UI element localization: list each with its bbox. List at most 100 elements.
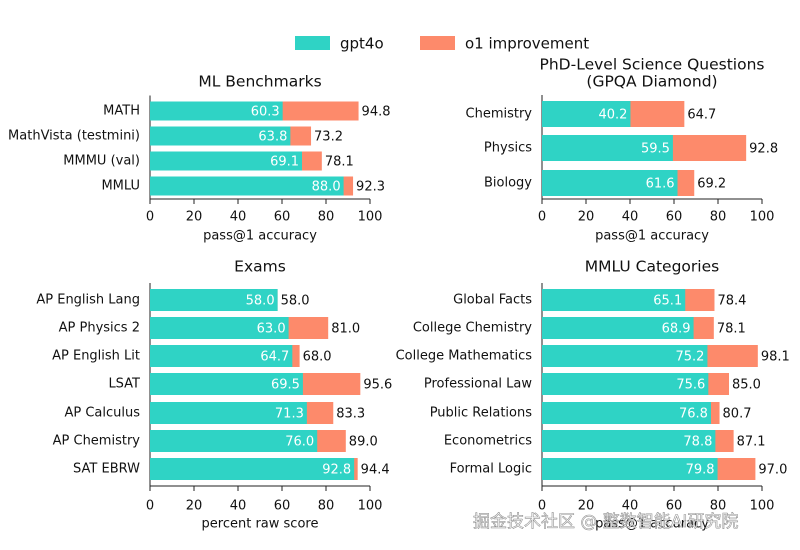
bar [542,402,711,424]
data-label: 94.4 [361,463,390,478]
data-label: 92.8 [322,463,351,478]
data-label: 64.7 [687,108,716,123]
y-tick-label: College Chemistry [413,321,532,336]
x-axis-label: pass@1 accuracy [595,517,709,532]
bar [542,101,631,127]
data-label: 89.0 [349,435,378,450]
x-tick-label: 20 [186,499,203,514]
bar [150,176,344,196]
bar [150,373,303,395]
x-tick-label: 80 [318,499,335,514]
data-label: 80.7 [723,407,752,422]
bar [150,126,291,146]
data-label: 78.8 [683,435,712,450]
data-label: 92.3 [356,180,385,195]
x-tick-label: 80 [710,210,727,225]
x-axis-label: pass@1 accuracy [595,229,709,244]
x-tick-label: 0 [538,499,546,514]
bar [542,289,686,311]
y-tick-label: Econometrics [444,434,532,449]
bar [542,170,678,196]
legend-swatch [295,36,330,50]
data-label: 76.8 [679,407,708,422]
x-tick-label: 0 [146,499,154,514]
data-label: 73.2 [314,130,343,145]
y-tick-label: MathVista (testmini) [8,129,140,144]
data-label: 40.2 [598,108,627,123]
data-label: 58.0 [246,294,275,309]
y-tick-label: MMMU (val) [63,154,140,169]
bar [150,345,293,367]
data-label: 76.0 [285,435,314,450]
y-tick-label: MMLU [101,179,140,194]
data-label: 81.0 [331,322,360,337]
bar [150,101,283,121]
y-tick-label: AP English Lit [52,349,140,364]
data-label: 65.1 [653,294,682,309]
x-tick-label: 60 [666,499,683,514]
x-tick-label: 20 [186,210,203,225]
data-label: 69.2 [697,177,726,192]
y-tick-label: College Mathematics [396,349,533,364]
y-tick-label: Public Relations [430,406,533,421]
data-label: 78.1 [717,322,746,337]
bar [150,458,355,480]
x-tick-label: 0 [538,210,546,225]
panel-subtitle: (GPQA Diamond) [586,73,717,91]
y-tick-label: Chemistry [466,107,533,122]
data-label: 92.8 [749,142,778,157]
data-label: 88.0 [312,180,341,195]
watermark: 掘金技术社区 @ 整数智能AI研究院 [473,512,738,532]
bar [542,373,709,395]
x-tick-label: 40 [622,499,639,514]
bar [150,317,289,339]
data-label: 64.7 [260,350,289,365]
data-label: 63.0 [257,322,286,337]
bar [542,345,708,367]
data-label: 98.1 [761,350,790,365]
panel-title: ML Benchmarks [198,73,321,91]
data-label: 83.3 [336,407,365,422]
x-tick-label: 20 [578,210,595,225]
x-tick-label: 100 [358,499,383,514]
data-label: 68.9 [662,322,691,337]
x-tick-label: 40 [622,210,639,225]
bar [150,402,307,424]
y-tick-label: AP English Lang [36,293,140,308]
x-tick-label: 100 [750,499,775,514]
x-axis-label: percent raw score [202,517,319,532]
data-label: 78.1 [325,155,354,170]
x-axis-label: pass@1 accuracy [203,229,317,244]
y-tick-label: AP Chemistry [53,434,141,449]
legend-swatch [420,36,455,50]
data-label: 58.0 [281,294,310,309]
y-tick-label: Professional Law [424,377,532,392]
x-tick-label: 100 [750,210,775,225]
x-tick-label: 100 [358,210,383,225]
y-tick-label: MATH [103,104,140,119]
panel-title: Exams [234,258,286,276]
y-tick-label: SAT EBRW [73,462,140,477]
data-label: 97.0 [758,463,787,478]
data-label: 61.6 [646,177,675,192]
data-label: 79.8 [686,463,715,478]
y-tick-label: Formal Logic [450,462,532,477]
data-label: 59.5 [641,142,670,157]
y-tick-label: LSAT [108,377,140,392]
data-label: 71.3 [275,407,304,422]
x-tick-label: 60 [274,210,291,225]
legend-label: o1 improvement [465,35,589,53]
data-label: 60.3 [251,105,280,120]
x-tick-label: 0 [146,210,154,225]
data-label: 75.6 [676,378,705,393]
y-tick-label: Physics [484,141,532,156]
bar [150,289,278,311]
y-tick-label: AP Physics 2 [59,321,140,336]
data-label: 95.6 [363,378,392,393]
bar [542,135,673,161]
y-tick-label: Biology [484,176,532,191]
bar [542,430,716,452]
x-tick-label: 80 [318,210,335,225]
x-tick-label: 40 [230,210,247,225]
x-tick-label: 20 [578,499,595,514]
